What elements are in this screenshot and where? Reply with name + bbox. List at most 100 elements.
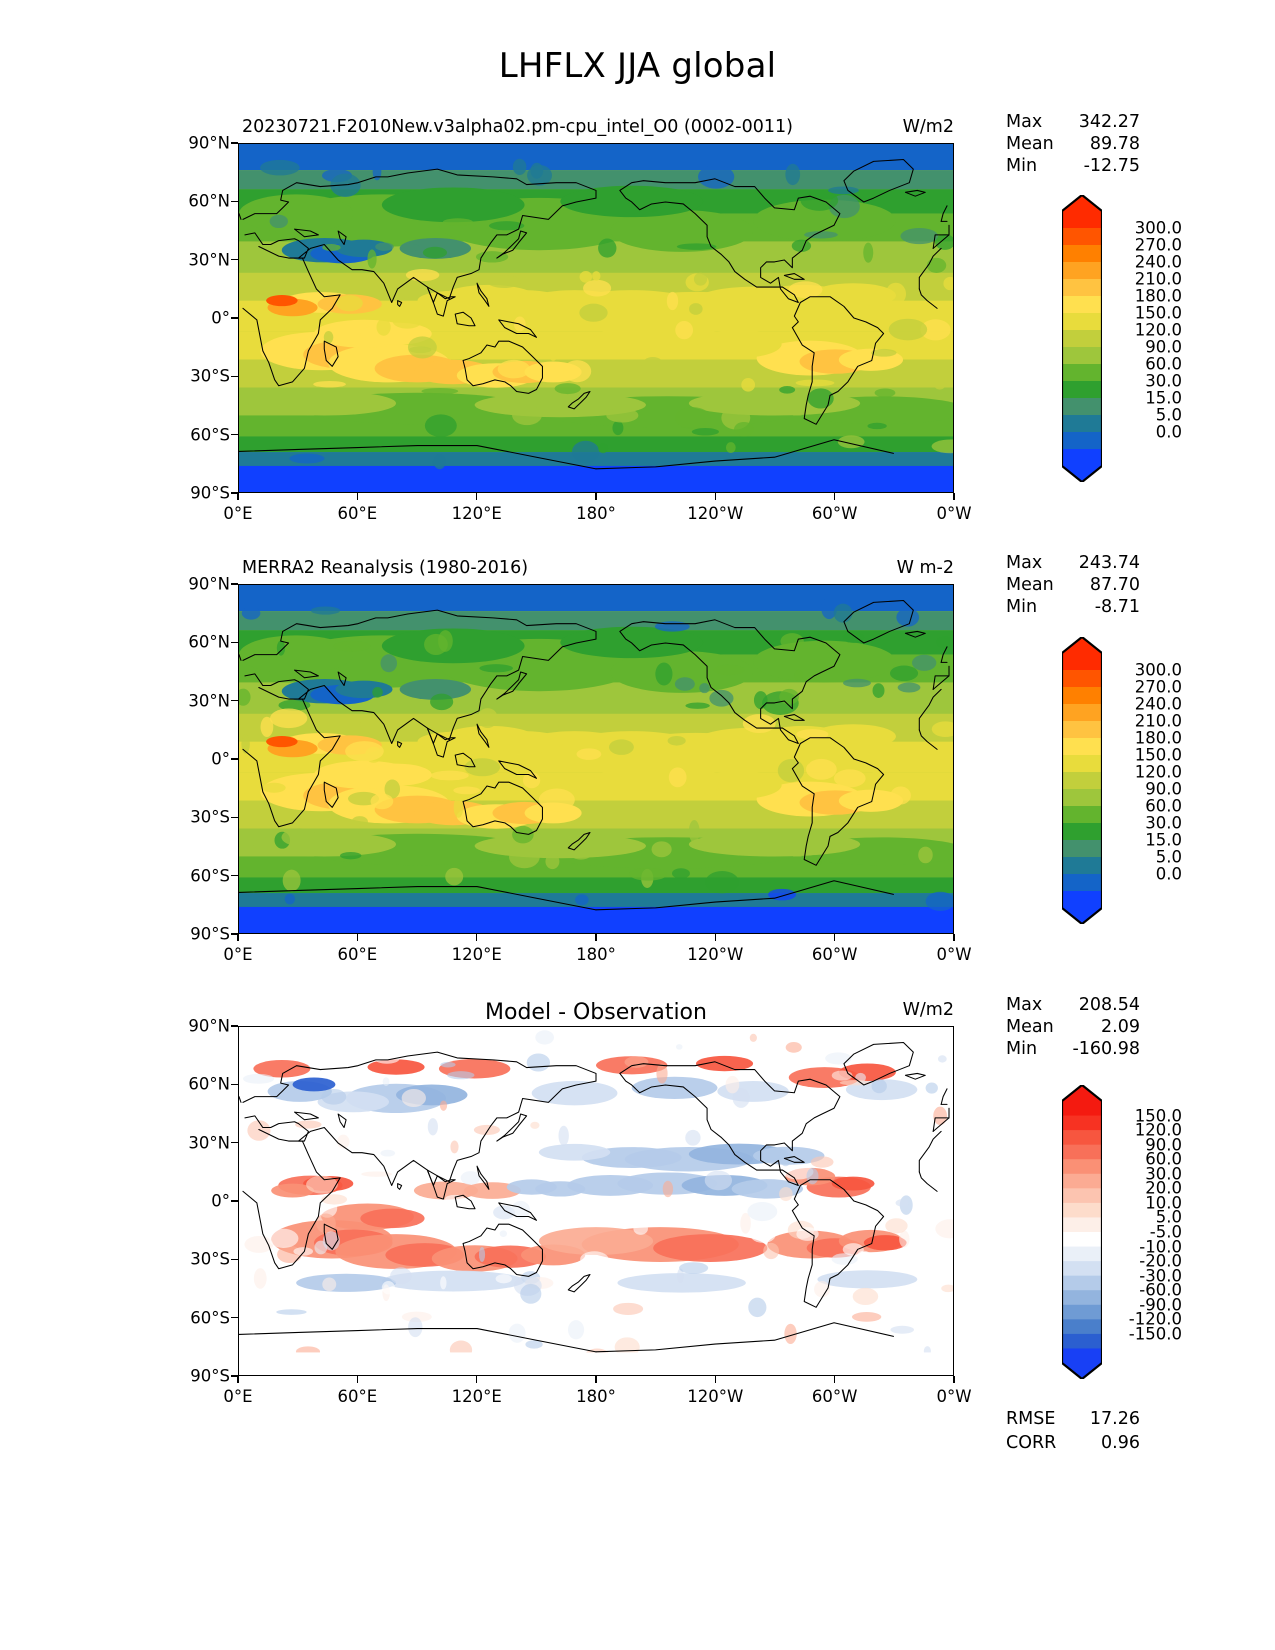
lon-tick-label: 180° xyxy=(576,1387,616,1406)
stat-label: Max xyxy=(1006,553,1043,573)
lon-tick-mark xyxy=(953,493,955,500)
panel-units-observation: W m-2 xyxy=(896,558,954,578)
footer-stats-difference: RMSE 17.26 CORR 0.96 xyxy=(1006,1407,1140,1455)
colorbar-tick-label: 20.0 xyxy=(1145,1178,1182,1198)
colorbar-tick-label: -10.0 xyxy=(1139,1237,1182,1257)
lon-tick-mark xyxy=(237,934,239,941)
panel-title-observation: MERRA2 Reanalysis (1980-2016) xyxy=(242,558,529,578)
lon-tick-mark xyxy=(475,493,478,500)
lon-tick-label: 60°W xyxy=(811,1387,858,1406)
stat-label: Min xyxy=(1006,156,1038,176)
colorbar-tick-label: 120.0 xyxy=(1134,1120,1182,1140)
lat-tick-mark xyxy=(231,200,238,203)
lat-tick-label: 60°S xyxy=(190,1308,230,1328)
colorbar-tick-label: -30.0 xyxy=(1139,1266,1182,1286)
lon-tick-label: 0°E xyxy=(223,1387,253,1406)
colorbar-tick-label: 210.0 xyxy=(1134,711,1182,731)
lat-tick-label: 0° xyxy=(211,1191,230,1211)
lat-tick-mark xyxy=(231,1141,238,1144)
colorbar-tick-label: -90.0 xyxy=(1139,1295,1182,1315)
footer-stat-value: 17.26 xyxy=(1089,1409,1140,1429)
colorbar-tick-label: 90.0 xyxy=(1145,1135,1182,1155)
panel-units-difference: W/m2 xyxy=(902,1000,954,1020)
lon-tick-mark xyxy=(237,493,239,500)
lon-tick-label: 120°E xyxy=(451,504,502,523)
lat-tick-label: 0° xyxy=(211,749,230,769)
lat-tick-label: 90°S xyxy=(190,1366,230,1386)
lon-tick-label: 0°E xyxy=(223,945,253,964)
stat-row: Mean 2.09 xyxy=(1006,1016,1140,1038)
lat-tick-label: 90°N xyxy=(188,133,230,153)
lon-tick-mark xyxy=(595,493,597,500)
colorbar-tick-label: 240.0 xyxy=(1134,252,1182,272)
stat-value: 2.09 xyxy=(1101,1017,1140,1037)
lon-tick-mark xyxy=(475,934,478,941)
lat-tick-mark xyxy=(231,641,238,644)
lat-tick-label: 0° xyxy=(211,308,230,328)
colorbar-tick-label: 150.0 xyxy=(1134,745,1182,765)
stat-label: Max xyxy=(1006,112,1043,132)
colorbar-gradient-difference xyxy=(1062,1085,1102,1379)
lon-tick-mark xyxy=(714,1376,717,1383)
stat-row: Max 208.54 xyxy=(1006,994,1140,1016)
panel-title-model: 20230721.F2010New.v3alpha02.pm-cpu_intel… xyxy=(242,117,793,137)
map-observation xyxy=(238,584,954,934)
lon-tick-label: 180° xyxy=(576,945,616,964)
lon-tick-label: 60°E xyxy=(337,945,378,964)
lat-tick-label: 30°N xyxy=(188,1133,230,1153)
lon-tick-label: 0°W xyxy=(936,945,972,964)
lat-tick-mark xyxy=(231,874,238,877)
colorbar-tick-label: 60.0 xyxy=(1145,796,1182,816)
stat-value: 208.54 xyxy=(1078,995,1140,1015)
stat-row: Min -160.98 xyxy=(1006,1038,1140,1060)
lon-tick-mark xyxy=(356,493,359,500)
stat-value: 87.70 xyxy=(1089,575,1140,595)
colorbar-tick-label: 150.0 xyxy=(1134,1106,1182,1126)
colorbar-gradient-model xyxy=(1062,195,1102,482)
lon-tick-mark xyxy=(356,1376,359,1383)
colorbar-tick-label: 120.0 xyxy=(1134,320,1182,340)
stat-label: Mean xyxy=(1006,134,1054,154)
colorbar-tick-label: 120.0 xyxy=(1134,762,1182,782)
lat-tick-label: 30°N xyxy=(188,250,230,270)
lat-tick-mark xyxy=(231,317,238,319)
colorbar-tick-label: -150.0 xyxy=(1128,1324,1182,1344)
lon-tick-mark xyxy=(833,934,836,941)
lon-tick-mark xyxy=(595,934,597,941)
panel-title-difference: Model - Observation xyxy=(485,1000,707,1025)
footer-stat-row: CORR 0.96 xyxy=(1006,1431,1140,1455)
colorbar-tick-label: 300.0 xyxy=(1134,218,1182,238)
lat-tick-label: 60°S xyxy=(190,866,230,886)
stat-row: Min -8.71 xyxy=(1006,596,1140,618)
stat-value: -12.75 xyxy=(1083,156,1140,176)
colorbar-tick-label: 270.0 xyxy=(1134,235,1182,255)
lat-tick-mark xyxy=(231,258,238,261)
colorbar-tick-label: 90.0 xyxy=(1145,337,1182,357)
lon-tick-mark xyxy=(475,1376,478,1383)
colorbar-tick-label: -20.0 xyxy=(1139,1251,1182,1271)
colorbar-tick-label: 5.0 xyxy=(1155,847,1182,867)
colorbar-tick-label: 10.0 xyxy=(1145,1193,1182,1213)
stat-row: Mean 87.70 xyxy=(1006,574,1140,596)
colorbar-tick-label: 5.0 xyxy=(1155,1207,1182,1227)
lon-tick-mark xyxy=(833,1376,836,1383)
stat-value: -8.71 xyxy=(1094,597,1140,617)
colorbar-tick-label: 90.0 xyxy=(1145,779,1182,799)
lon-tick-label: 120°W xyxy=(687,1387,744,1406)
colorbar-tick-label: 240.0 xyxy=(1134,694,1182,714)
map-difference xyxy=(238,1026,954,1376)
stat-value: -160.98 xyxy=(1072,1039,1140,1059)
lat-tick-mark xyxy=(231,1200,238,1202)
lon-tick-mark xyxy=(237,1376,239,1383)
lat-tick-label: 30°S xyxy=(190,1249,230,1269)
colorbar-tick-label: 30.0 xyxy=(1145,371,1182,391)
lat-tick-label: 60°N xyxy=(188,191,230,211)
stat-value: 243.74 xyxy=(1078,553,1140,573)
panel-header-difference: Model - Observation W/m2 xyxy=(238,1000,954,1025)
stat-label: Min xyxy=(1006,597,1038,617)
stat-label: Min xyxy=(1006,1039,1038,1059)
colorbar-tick-label: 270.0 xyxy=(1134,677,1182,697)
lat-tick-label: 90°S xyxy=(190,483,230,503)
lat-tick-mark xyxy=(231,492,238,494)
